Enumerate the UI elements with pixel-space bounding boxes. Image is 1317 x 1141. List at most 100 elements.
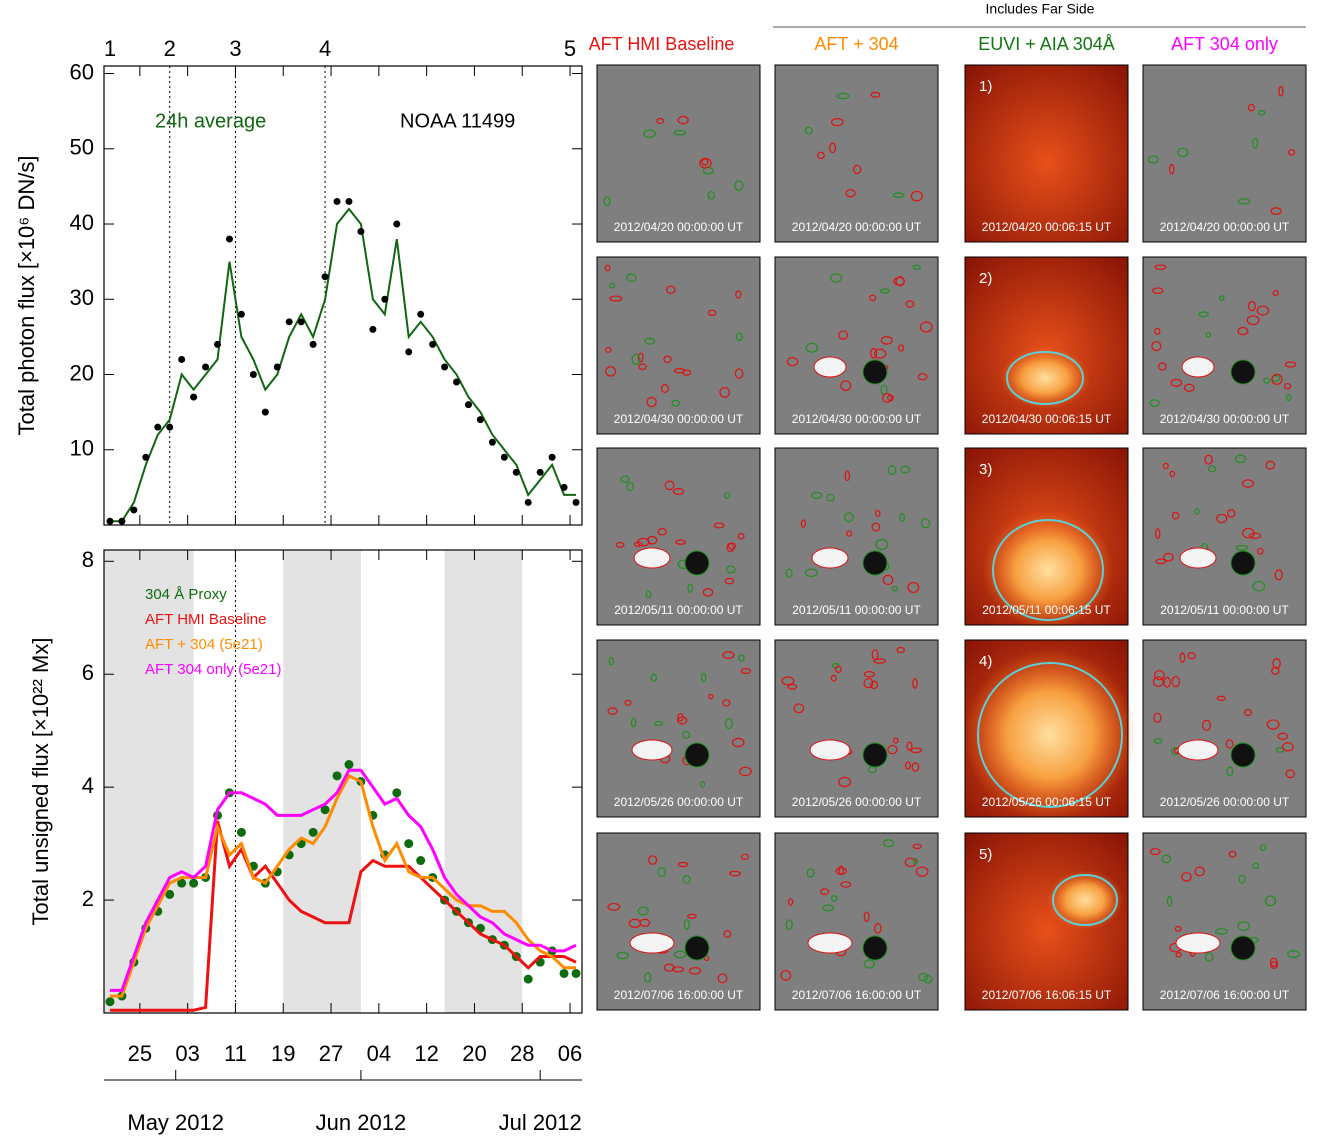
data-point: [166, 424, 173, 431]
data-point: [465, 401, 472, 408]
column-title: AFT HMI Baseline: [589, 34, 735, 54]
data-point: [393, 221, 400, 228]
row-label: 5): [979, 846, 992, 863]
positive-flux: [1182, 357, 1214, 377]
data-point: [572, 969, 581, 978]
x-tick-label: 06: [558, 1041, 582, 1066]
magnetogram: [1143, 640, 1306, 817]
shaded-range: [445, 550, 523, 1013]
legend-entry: 24h average: [155, 110, 266, 132]
data-point: [202, 363, 209, 370]
y-tick-label: 10: [70, 436, 94, 461]
timestamp: 2012/04/20 00:00:00 UT: [1160, 220, 1290, 234]
event-label: 5: [564, 36, 576, 61]
data-point: [453, 379, 460, 386]
positive-flux: [808, 933, 852, 953]
timestamp: 2012/07/06 16:00:00 UT: [792, 988, 922, 1002]
data-point: [322, 273, 329, 280]
series-line: [110, 209, 576, 521]
x-tick-label: 04: [367, 1041, 391, 1066]
month-label: Jun 2012: [316, 1110, 407, 1135]
data-point: [381, 296, 388, 303]
x-tick-label: 19: [271, 1041, 295, 1066]
y-tick-label: 4: [82, 773, 94, 798]
negative-flux: [1231, 551, 1255, 575]
data-point: [106, 518, 113, 525]
x-tick-label: 27: [319, 1041, 343, 1066]
y-tick-label: 6: [82, 660, 94, 685]
negative-flux: [863, 936, 887, 960]
data-point: [178, 356, 185, 363]
data-point: [214, 341, 221, 348]
magnetogram: [1143, 448, 1306, 625]
data-point: [189, 879, 198, 888]
magnetogram: [1143, 65, 1306, 242]
x-tick-label: 12: [414, 1041, 438, 1066]
timestamp: 2012/05/26 00:06:15 UT: [982, 795, 1112, 809]
positive-flux: [812, 548, 848, 568]
column-title: AFT 304 only: [1171, 34, 1278, 54]
timestamp: 2012/04/30 00:06:15 UT: [982, 412, 1112, 426]
data-point: [549, 454, 556, 461]
magnetogram: [775, 65, 938, 242]
timestamp: 2012/07/06 16:00:00 UT: [1160, 988, 1290, 1002]
data-point: [334, 198, 341, 205]
data-point: [333, 771, 342, 780]
magnetogram: [597, 640, 760, 817]
page: Includes Far Side 12345102030405060Total…: [0, 0, 1317, 1141]
data-point: [429, 341, 436, 348]
data-point: [274, 363, 281, 370]
data-point: [118, 518, 125, 525]
timestamp: 2012/04/30 00:00:00 UT: [792, 412, 922, 426]
y-tick-label: 30: [70, 285, 94, 310]
data-point: [190, 394, 197, 401]
timestamp: 2012/04/20 00:00:00 UT: [792, 220, 922, 234]
data-point: [226, 236, 233, 243]
group-header: Includes Far Side: [986, 1, 1095, 17]
data-point: [369, 326, 376, 333]
magnetogram: [597, 257, 760, 434]
timestamp: 2012/05/26 00:00:00 UT: [614, 795, 744, 809]
data-point: [357, 228, 364, 235]
data-point: [477, 416, 484, 423]
event-label: 2: [164, 36, 176, 61]
negative-flux: [1231, 360, 1255, 384]
x-tick-label: 20: [462, 1041, 486, 1066]
column-title: EUVI + AIA 304Å: [978, 34, 1115, 54]
magnetogram: [597, 448, 760, 625]
x-tick-label: 25: [128, 1041, 152, 1066]
x-tick-label: 03: [175, 1041, 199, 1066]
negative-flux: [863, 360, 887, 384]
annotation: NOAA 11499: [400, 110, 515, 132]
positive-flux: [630, 933, 674, 953]
y-tick-label: 2: [82, 886, 94, 911]
y-tick-label: 20: [70, 360, 94, 385]
data-point: [404, 839, 413, 848]
data-point: [250, 371, 257, 378]
negative-flux: [685, 551, 709, 575]
data-point: [501, 454, 508, 461]
data-point: [561, 484, 568, 491]
magnetogram: [597, 65, 760, 242]
y-tick-label: 50: [70, 135, 94, 160]
y-tick-label: 8: [82, 547, 94, 572]
data-point: [298, 318, 305, 325]
timestamp: 2012/07/06 16:06:15 UT: [982, 988, 1112, 1002]
positive-flux: [632, 740, 672, 760]
euv-bright-region: [1047, 870, 1124, 930]
magnetogram: [1143, 833, 1306, 1010]
data-point: [238, 311, 245, 318]
data-point: [489, 439, 496, 446]
data-point: [237, 828, 246, 837]
magnetogram: [775, 640, 938, 817]
legend-entry: AFT HMI Baseline: [145, 611, 266, 628]
data-point: [286, 318, 293, 325]
data-point: [537, 469, 544, 476]
event-label: 4: [319, 36, 331, 61]
timestamp: 2012/04/30 00:00:00 UT: [1160, 412, 1290, 426]
data-point: [441, 363, 448, 370]
data-point: [154, 424, 161, 431]
month-label: Jul 2012: [499, 1110, 582, 1135]
timestamp: 2012/04/20 00:00:00 UT: [614, 220, 744, 234]
data-point: [344, 760, 353, 769]
